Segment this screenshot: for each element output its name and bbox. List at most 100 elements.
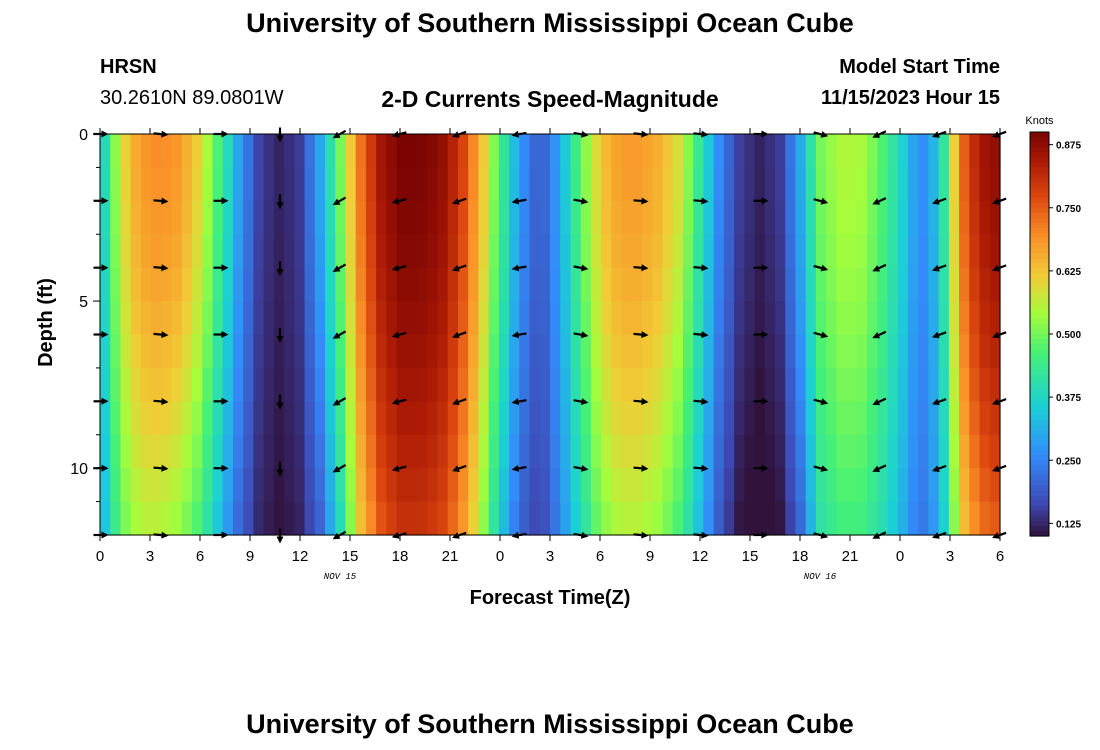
heatmap-cell (202, 267, 214, 302)
heatmap-cell (212, 301, 224, 336)
heatmap-cell (989, 134, 1001, 169)
colorbar-segment (1030, 298, 1049, 305)
heatmap-cell (764, 200, 776, 235)
heatmap-cell (959, 468, 970, 503)
colorbar-segment (1030, 172, 1049, 179)
heatmap-cell (478, 434, 490, 469)
heatmap-cell (652, 234, 664, 269)
heatmap-cell (417, 301, 428, 336)
heatmap-cell (151, 501, 162, 536)
colorbar-segment (1030, 485, 1049, 492)
heatmap-cell (969, 434, 981, 469)
heatmap-cell (202, 334, 214, 369)
heatmap-cell (959, 367, 970, 402)
heatmap-cell (713, 200, 725, 235)
heatmap-cell (437, 434, 449, 469)
heatmap-cell (918, 234, 930, 269)
heatmap-cell (478, 301, 490, 336)
heatmap-cell (611, 167, 623, 202)
heatmap-cell (529, 501, 541, 536)
heatmap-cell (846, 200, 858, 235)
heatmap-cell (744, 200, 756, 235)
heatmap-cell (243, 334, 255, 369)
heatmap-cell (672, 267, 684, 302)
heatmap-cell (488, 501, 500, 536)
heatmap-cell (478, 134, 490, 169)
colorbar-segment (1030, 253, 1049, 259)
colorbar-segment (1030, 197, 1049, 204)
heatmap-cell (550, 501, 561, 536)
heatmap-cell (529, 468, 541, 503)
heatmap-cell (396, 334, 408, 369)
heatmap-cell (202, 200, 214, 235)
heatmap-cell (693, 367, 705, 402)
heatmap-cell (907, 501, 919, 536)
heatmap-cell (887, 334, 899, 369)
footer-title: University of Southern Mississippi Ocean… (246, 709, 854, 739)
heatmap-cell (948, 234, 960, 269)
heatmap-cell (519, 200, 531, 235)
heatmap-cell (560, 434, 572, 469)
heatmap-cell (621, 334, 633, 369)
heatmap-cell (509, 468, 520, 503)
heatmap-cell (243, 267, 255, 302)
heatmap-cell (130, 401, 142, 436)
heatmap-cell (907, 434, 919, 469)
heatmap-cell (151, 434, 162, 469)
heatmap-cell (775, 501, 786, 536)
vector-arrow (932, 197, 947, 205)
heatmap-cell (918, 267, 930, 302)
colorbar-segment (1030, 495, 1049, 502)
heatmap-cell (734, 301, 745, 336)
heatmap-cell (621, 401, 633, 436)
heatmap-cell (457, 334, 469, 369)
heatmap-cell (877, 334, 889, 369)
heatmap-cell (263, 200, 275, 235)
heatmap-cell (212, 167, 224, 202)
heatmap-cell (754, 167, 766, 202)
heatmap-cell (304, 267, 316, 302)
heatmap-cell (171, 367, 183, 402)
heatmap-cell (713, 234, 725, 269)
heatmap-cell (243, 501, 255, 536)
heatmap-cell (815, 334, 827, 369)
heatmap-cell (672, 334, 684, 369)
heatmap-cell (345, 401, 357, 436)
heatmap-cell (948, 468, 960, 503)
heatmap-cell (406, 401, 418, 436)
heatmap-cell (590, 501, 602, 536)
heatmap-cell (856, 434, 868, 469)
heatmap-cell (539, 267, 551, 302)
heatmap-cell (335, 434, 347, 469)
heatmap-cell (846, 167, 858, 202)
heatmap-cell (662, 301, 674, 336)
heatmap-cell (120, 501, 132, 536)
colorbar-segment (1030, 283, 1049, 290)
heatmap-cell (376, 167, 387, 202)
heatmap-cell (232, 367, 244, 402)
heatmap-cell (325, 267, 336, 302)
heatmap-cell (539, 234, 551, 269)
heatmap-cell (355, 501, 367, 536)
heatmap-cell (468, 167, 480, 202)
heatmap-cell (550, 401, 561, 436)
heatmap-cell (335, 267, 347, 302)
heatmap-cell (764, 434, 776, 469)
heatmap-cell (222, 301, 234, 336)
heatmap-cell (672, 468, 684, 503)
heatmap-cell (181, 301, 193, 336)
heatmap-cell (948, 200, 960, 235)
heatmap-cell (509, 200, 520, 235)
heatmap-cell (601, 468, 612, 503)
heatmap-cell (447, 267, 459, 302)
heatmap-cell (846, 267, 858, 302)
heatmap-cell (140, 501, 152, 536)
vector-arrow (872, 397, 887, 406)
heatmap-cell (447, 334, 459, 369)
heatmap-cell (509, 434, 520, 469)
heatmap-cell (437, 134, 449, 169)
vector-arrow (391, 398, 407, 406)
heatmap-cell (918, 334, 930, 369)
heatmap-cell (703, 200, 715, 235)
heatmap-cell (550, 367, 561, 402)
